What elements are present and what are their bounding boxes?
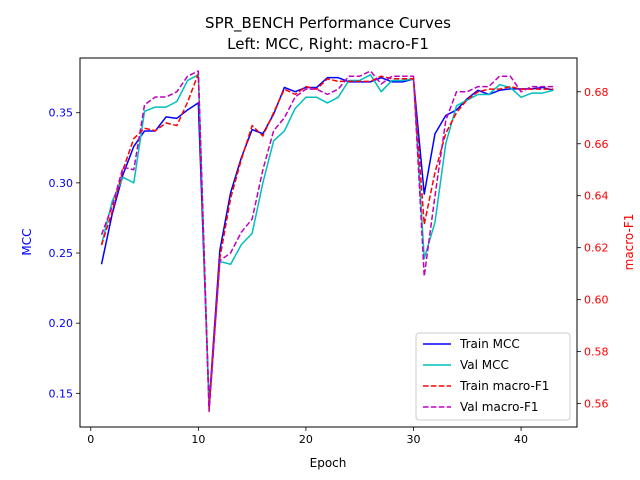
y-right-tick-label: 0.66 [584,138,609,151]
chart-title: SPR_BENCH Performance Curves [205,14,451,33]
legend-box [415,332,571,421]
x-tick-label: 20 [299,433,313,446]
y-right-tick-label: 0.56 [584,398,609,411]
y-right-tick-label: 0.60 [584,294,609,307]
y-left-tick-label: 0.25 [49,247,74,260]
chart-subtitle: Left: MCC, Right: macro-F1 [227,35,429,53]
x-tick-label: 40 [514,433,528,446]
legend-label-2: Train macro-F1 [459,379,549,393]
x-tick-label: 0 [87,433,94,446]
plot-frame [79,57,578,428]
x-axis-ticks: 0 10 20 30 40 [87,427,528,446]
legend: Train MCC Val MCC Train macro-F1 Val macro-… [415,332,571,421]
x-tick-label: 10 [191,433,205,446]
y-left-tick-label: 0.15 [49,387,74,400]
series-line-2 [100,72,554,410]
legend-label-3: Val macro-F1 [460,400,539,414]
y-right-tick-label: 0.62 [584,242,609,255]
y-right-axis-ticks: 0.56 0.58 0.60 0.62 0.64 0.66 0.68 [577,86,609,411]
y-left-axis-label: MCC [20,228,34,255]
series-line-3 [100,70,554,413]
y-right-axis-label: macro-F1 [622,214,636,271]
y-right-tick-label: 0.58 [584,346,609,359]
y-left-axis-ticks: 0.15 0.20 0.25 0.30 0.35 [49,107,80,400]
y-left-tick-label: 0.35 [49,107,74,120]
series-line-1 [100,74,554,410]
series-lines [100,70,554,413]
y-left-tick-label: 0.30 [49,177,74,190]
legend-label-1: Val MCC [460,358,509,372]
y-right-tick-label: 0.64 [584,190,609,203]
x-tick-label: 30 [406,433,420,446]
x-axis-label: Epoch [310,456,347,470]
legend-label-0: Train MCC [459,337,520,351]
legend-items: Train MCC Val MCC Train macro-F1 Val macro-… [423,337,549,414]
y-left-tick-label: 0.20 [49,317,74,330]
y-right-tick-label: 0.68 [584,86,609,99]
series-line-0 [100,76,554,406]
